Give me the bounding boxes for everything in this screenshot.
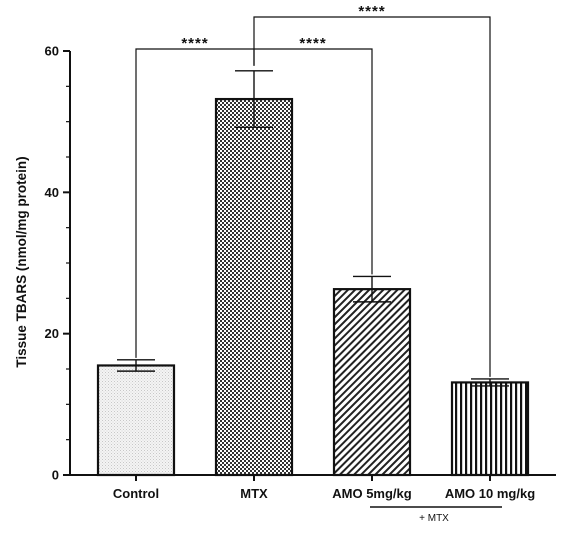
significance-brackets: **** **** **** [135, 3, 491, 377]
y-tick-label: 20 [45, 326, 59, 341]
bar-3 [332, 288, 412, 477]
bar-1 [96, 364, 176, 477]
bars [96, 70, 530, 477]
y-tick-label: 60 [45, 44, 59, 59]
significance-label: **** [299, 35, 326, 52]
significance-label: **** [358, 3, 385, 20]
x-tick-label: AMO 5mg/kg [332, 486, 412, 501]
bar-4 [450, 381, 530, 477]
bar-2 [214, 97, 294, 477]
significance-bracket [253, 16, 491, 377]
group-label: + MTX [419, 513, 449, 524]
y-tick-label: 0 [52, 468, 59, 483]
x-tick-label: Control [113, 486, 159, 501]
significance-label: **** [181, 35, 208, 52]
x-tick-label: MTX [240, 486, 268, 501]
y-axis-title: Tissue TBARS (nmol/mg protein) [14, 156, 29, 367]
significance-bracket [253, 48, 373, 275]
axes: 0 20 40 60 Control MTX AMO 5mg/kg AMO 10 mg/kg +… [45, 44, 556, 524]
y-tick-label: 40 [45, 185, 59, 200]
x-tick-label: AMO 10 mg/kg [445, 486, 535, 501]
